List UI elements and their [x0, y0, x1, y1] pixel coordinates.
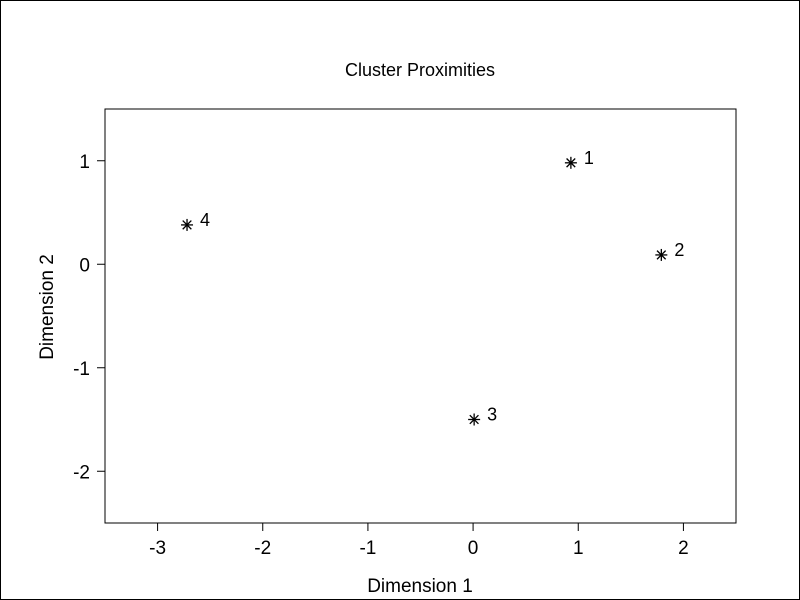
marker-stroke — [469, 414, 479, 425]
scatter-point-marker — [564, 156, 577, 169]
y-axis-label: Dimension 2 — [37, 254, 58, 360]
scatter-point-marker — [181, 218, 194, 231]
scatter-points: 1 2 3 4 — [181, 148, 684, 426]
scatter-point-label: 1 — [584, 148, 594, 168]
scatter-point-marker — [468, 413, 481, 426]
x-tick-label: 2 — [678, 538, 689, 559]
x-tick-label: 1 — [573, 538, 584, 559]
x-tick-label: -2 — [254, 538, 271, 559]
scatter-point-label: 4 — [200, 210, 210, 230]
y-tick-label: -1 — [73, 359, 90, 380]
x-tick-label: -3 — [149, 538, 166, 559]
x-tick-label: 0 — [468, 538, 479, 559]
scatter-point-label: 3 — [487, 405, 497, 425]
scatter-point-label: 2 — [674, 240, 684, 260]
marker-stroke — [566, 158, 576, 168]
x-tick-label: -1 — [359, 538, 376, 559]
y-tick-label: 1 — [79, 152, 90, 173]
chart-title: Cluster Proximities — [345, 60, 495, 80]
plot-frame — [104, 108, 737, 524]
y-tick-label: -2 — [73, 462, 90, 483]
scatter-point-marker — [655, 248, 668, 261]
marker-stroke — [182, 220, 192, 230]
x-axis-ticks: -3 -2 -1 0 1 2 — [149, 523, 689, 559]
x-axis-label: Dimension 1 — [367, 576, 473, 597]
y-axis-ticks: -2 -1 0 1 — [73, 152, 105, 483]
y-tick-label: 0 — [79, 255, 90, 276]
marker-stroke — [656, 250, 667, 260]
